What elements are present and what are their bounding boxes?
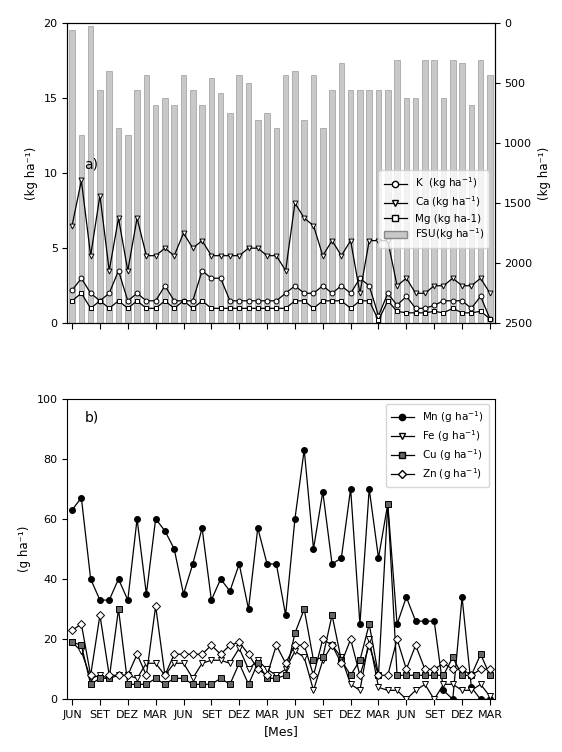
Bar <box>274 128 279 323</box>
Bar <box>143 75 149 323</box>
Bar <box>227 113 233 323</box>
Y-axis label: (kg ha⁻¹): (kg ha⁻¹) <box>25 147 38 199</box>
Legend: Mn (g ha$^{-1}$), Fe (g ha$^{-1}$), Cu (g ha$^{-1}$), Zn (g ha$^{-1}$): Mn (g ha$^{-1}$), Fe (g ha$^{-1}$), Cu (… <box>386 404 490 487</box>
Bar <box>329 90 335 323</box>
Bar <box>134 90 140 323</box>
Bar <box>338 63 344 323</box>
Bar <box>200 105 205 323</box>
Bar <box>97 90 103 323</box>
Bar <box>162 98 167 323</box>
Bar <box>153 105 158 323</box>
Bar <box>69 30 75 323</box>
Legend: K  (kg ha$^{-1}$), Ca (kg ha$^{-1}$), Mg (kg ha-1), FSU(kg ha$^{-1}$): K (kg ha$^{-1}$), Ca (kg ha$^{-1}$), Mg … <box>378 171 490 247</box>
Bar <box>320 128 325 323</box>
Bar <box>283 75 288 323</box>
Bar <box>385 90 391 323</box>
Bar <box>422 60 428 323</box>
Text: a): a) <box>84 158 98 172</box>
Bar <box>357 90 362 323</box>
X-axis label: [Mes]: [Mes] <box>264 726 298 738</box>
Bar <box>125 135 130 323</box>
Bar <box>478 60 483 323</box>
Bar <box>469 105 474 323</box>
Bar <box>79 135 84 323</box>
Bar <box>311 75 316 323</box>
Bar <box>209 78 214 323</box>
Bar <box>376 90 381 323</box>
Y-axis label: (kg ha⁻¹): (kg ha⁻¹) <box>538 147 551 199</box>
Bar <box>88 26 93 323</box>
Bar <box>292 71 298 323</box>
Bar <box>487 75 493 323</box>
Y-axis label: (g ha⁻¹): (g ha⁻¹) <box>18 526 31 572</box>
Bar <box>348 90 353 323</box>
Bar <box>237 75 242 323</box>
Bar <box>181 75 186 323</box>
Bar <box>441 98 446 323</box>
Bar <box>413 98 419 323</box>
Bar <box>171 105 177 323</box>
Text: b): b) <box>84 411 99 425</box>
Bar <box>301 120 307 323</box>
Bar <box>255 120 261 323</box>
Bar <box>106 71 112 323</box>
Bar <box>404 98 409 323</box>
Bar <box>190 90 196 323</box>
Bar <box>432 60 437 323</box>
Bar <box>450 60 456 323</box>
Bar <box>218 93 224 323</box>
Bar <box>366 90 372 323</box>
Bar <box>459 63 465 323</box>
Bar <box>264 113 270 323</box>
Bar <box>246 83 251 323</box>
Bar <box>395 60 400 323</box>
Bar <box>116 128 121 323</box>
